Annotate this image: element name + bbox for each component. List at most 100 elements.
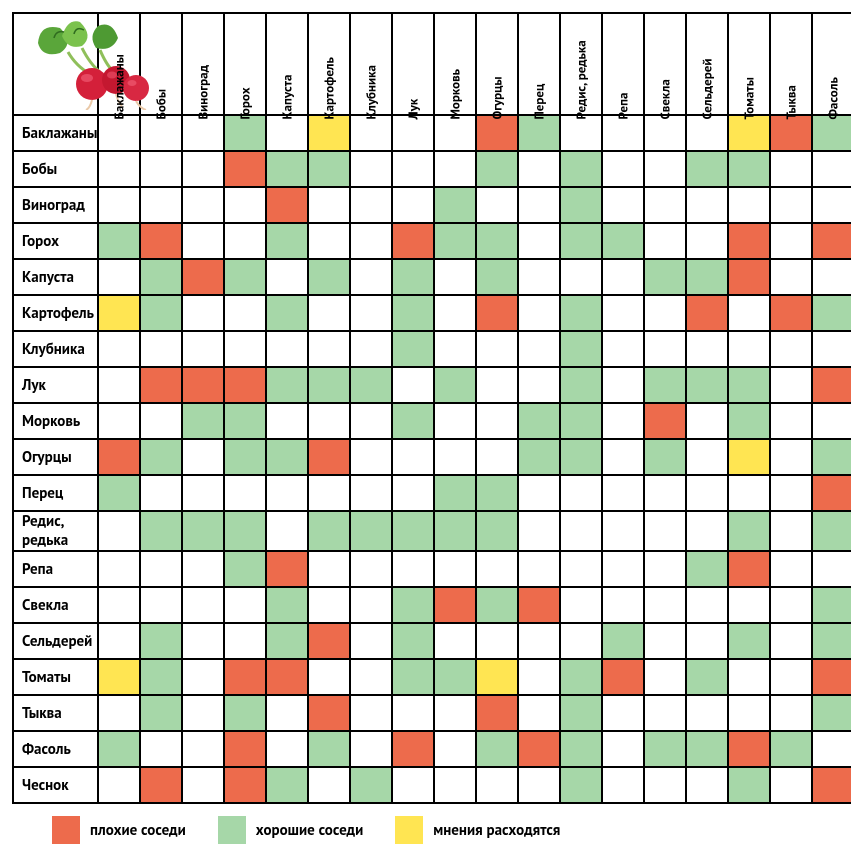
cell — [392, 511, 434, 551]
cell — [308, 403, 350, 439]
cell — [476, 403, 518, 439]
cell — [476, 767, 518, 803]
cell — [140, 511, 182, 551]
col-header: Виноград — [182, 13, 224, 115]
cell — [476, 151, 518, 187]
cell — [644, 403, 686, 439]
cell — [770, 367, 812, 403]
cell — [98, 767, 140, 803]
cell — [350, 331, 392, 367]
cell — [560, 587, 602, 623]
cell — [518, 587, 560, 623]
cell — [476, 259, 518, 295]
cell — [770, 731, 812, 767]
cell — [560, 731, 602, 767]
row-header: Морковь — [13, 403, 98, 439]
cell — [350, 187, 392, 223]
cell — [308, 295, 350, 331]
cell — [434, 767, 476, 803]
col-header-label: Перец — [531, 86, 548, 126]
cell — [770, 331, 812, 367]
row-header: Баклажаны — [13, 115, 98, 151]
cell — [560, 659, 602, 695]
cell — [98, 511, 140, 551]
cell — [518, 511, 560, 551]
cell — [686, 151, 728, 187]
cell — [266, 659, 308, 695]
cell — [98, 587, 140, 623]
col-header-label: Клубника — [363, 86, 380, 126]
cell — [434, 259, 476, 295]
cell — [728, 295, 770, 331]
cell — [518, 331, 560, 367]
cell — [308, 151, 350, 187]
table-body: БаклажаныБобыВиноградГорохКапустаКартофе… — [13, 115, 851, 803]
cell — [392, 623, 434, 659]
cell — [602, 295, 644, 331]
cell — [98, 187, 140, 223]
cell — [350, 223, 392, 259]
row-header: Клубника — [13, 331, 98, 367]
row-header: Капуста — [13, 259, 98, 295]
cell — [518, 475, 560, 511]
cell — [224, 223, 266, 259]
cell — [182, 439, 224, 475]
cell — [434, 187, 476, 223]
cell — [644, 551, 686, 587]
cell — [98, 475, 140, 511]
cell — [98, 295, 140, 331]
cell — [686, 259, 728, 295]
cell — [392, 767, 434, 803]
cell — [602, 151, 644, 187]
cell — [140, 475, 182, 511]
col-header-label: Томаты — [741, 86, 758, 126]
cell — [686, 439, 728, 475]
legend-swatch-mixed — [395, 816, 423, 844]
col-header-label: Морковь — [447, 86, 464, 126]
cell — [560, 151, 602, 187]
cell — [728, 403, 770, 439]
cell — [266, 295, 308, 331]
row-header: Перец — [13, 475, 98, 511]
cell — [182, 331, 224, 367]
cell — [686, 695, 728, 731]
cell — [350, 767, 392, 803]
legend-swatch-good — [218, 816, 246, 844]
cell — [644, 511, 686, 551]
cell — [602, 767, 644, 803]
cell — [728, 695, 770, 731]
cell — [728, 623, 770, 659]
cell — [350, 295, 392, 331]
cell — [560, 439, 602, 475]
cell — [350, 587, 392, 623]
col-header-label: Бобы — [153, 86, 170, 126]
cell — [224, 475, 266, 511]
cell — [812, 511, 851, 551]
col-header-label: Виноград — [195, 86, 212, 126]
cell — [602, 551, 644, 587]
cell — [560, 259, 602, 295]
cell — [140, 551, 182, 587]
cell — [728, 367, 770, 403]
cell — [560, 223, 602, 259]
row-header: Репа — [13, 551, 98, 587]
cell — [812, 151, 851, 187]
cell — [224, 403, 266, 439]
cell — [560, 295, 602, 331]
cell — [602, 511, 644, 551]
cell — [812, 623, 851, 659]
col-header-label: Капуста — [279, 86, 296, 126]
row-header: Горох — [13, 223, 98, 259]
cell — [182, 767, 224, 803]
col-header: Морковь — [434, 13, 476, 115]
cell — [728, 439, 770, 475]
column-header-row: БаклажаныБобыВиноградГорохКапустаКартофе… — [13, 13, 851, 115]
cell — [560, 367, 602, 403]
cell — [686, 331, 728, 367]
cell — [434, 551, 476, 587]
cell — [350, 731, 392, 767]
table-row: Виноград — [13, 187, 851, 223]
cell — [644, 587, 686, 623]
cell — [602, 695, 644, 731]
cell — [434, 367, 476, 403]
